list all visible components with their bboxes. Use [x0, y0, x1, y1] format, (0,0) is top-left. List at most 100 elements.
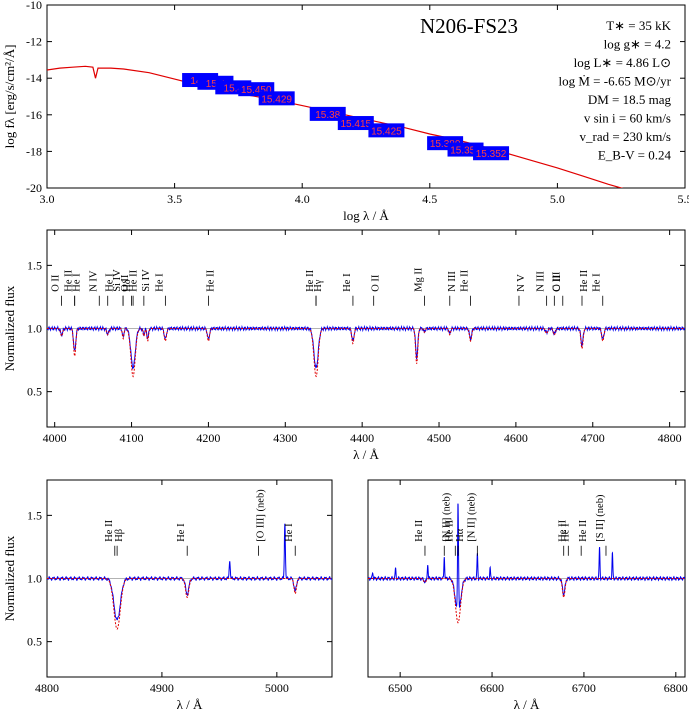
- parameter-line: T∗ = 35 kK: [606, 18, 671, 33]
- observed-spectrum: [368, 503, 685, 608]
- line-id-label: O II: [552, 274, 563, 292]
- y-axis-label: log fλ [erg/s/cm²/Å]: [2, 45, 17, 149]
- line-id-label: He II: [579, 269, 590, 291]
- photometry-label: 15.352: [450, 146, 481, 157]
- line-id-label: He I: [592, 273, 603, 292]
- line-id-label: He II: [305, 269, 316, 291]
- x-tick-label: 4.5: [422, 192, 437, 206]
- line-id-label: Mg II: [413, 267, 424, 292]
- model-spectrum: [368, 578, 685, 624]
- x-tick-label: 4300: [273, 431, 297, 445]
- x-tick-label: 4100: [120, 431, 144, 445]
- line-id-label: Hδ: [122, 279, 133, 292]
- x-tick-label: 5000: [265, 681, 289, 695]
- photometry-label: 15.415: [340, 119, 371, 130]
- x-tick-label: 6700: [572, 681, 596, 695]
- x-tick-label: 6600: [480, 681, 504, 695]
- x-tick-label: 4700: [581, 431, 605, 445]
- x-tick-label: 4200: [196, 431, 220, 445]
- y-tick-label: 1.5: [27, 258, 42, 272]
- line-id-label: [N II] (neb): [466, 492, 477, 541]
- line-id-label: He I: [105, 273, 116, 292]
- y-axis-label: Normalized flux: [2, 535, 17, 621]
- line-id-label: O II: [371, 274, 382, 292]
- line-id-label: He II: [444, 519, 455, 541]
- line-id-label: He I: [284, 523, 295, 542]
- parameter-line: v sin i = 60 km/s: [584, 111, 671, 126]
- line-id-label: [S II] (neb): [595, 494, 606, 542]
- x-tick-label: 6800: [664, 681, 688, 695]
- line-id-label: He I: [342, 273, 353, 292]
- line-id-label: N IV: [88, 270, 99, 292]
- line-id-label: Si IV: [141, 269, 152, 292]
- y-tick-label: -20: [26, 181, 42, 195]
- photometry-box: [309, 106, 346, 121]
- line-id-label: He II: [578, 519, 589, 541]
- line-id-label: He I: [561, 523, 572, 542]
- x-axis-label: λ / Å: [514, 697, 540, 712]
- y-tick-label: -10: [26, 0, 42, 12]
- line-id-label: N III: [536, 271, 547, 292]
- photometry-label: 15.450: [241, 85, 272, 96]
- photometry-label: 15.429: [261, 94, 292, 105]
- plot-frame: [46, 4, 686, 189]
- x-tick-label: 4900: [150, 681, 174, 695]
- line-id-label: He I: [72, 273, 83, 292]
- parameter-line: log g∗ = 4.2: [604, 37, 671, 52]
- model-spectrum: [47, 328, 685, 378]
- line-id-label: Si IV: [112, 269, 123, 292]
- x-tick-label: 4400: [350, 431, 374, 445]
- photometry-box: [337, 116, 374, 131]
- line-id-label: He II: [414, 519, 425, 541]
- line-id-label: He I: [176, 523, 187, 542]
- y-tick-label: -12: [26, 35, 42, 49]
- x-tick-label: 4.0: [295, 192, 310, 206]
- y-tick-label: -16: [26, 108, 42, 122]
- line-id-label: He II: [460, 269, 471, 291]
- photometry-box: [368, 123, 405, 138]
- line-id-label: N V: [516, 274, 527, 292]
- sed-panel: 3.0 3.5 4.0 4.5 5.0 5.5 -20 -18 -16 -14 -12 -10 log …: [2, 0, 689, 223]
- x-tick-label: 5.5: [678, 192, 689, 206]
- model-spectrum: [47, 578, 332, 630]
- x-axis-label: λ / Å: [177, 697, 203, 712]
- parameter-line: log L∗ = 4.86 L⊙: [574, 55, 671, 70]
- line-id-label: Hα: [455, 528, 466, 542]
- line-id-label: N III: [447, 271, 458, 292]
- photometry-label: 15.352: [476, 149, 507, 160]
- photometry-label: 15.425: [371, 126, 402, 137]
- x-tick-label: 4000: [43, 431, 67, 445]
- line-id-label: [O III] (neb): [255, 489, 266, 542]
- line-id-label: He II: [557, 519, 568, 541]
- line-id-label: C III: [551, 271, 562, 292]
- x-tick-label: 6500: [388, 681, 412, 695]
- blue-spectrum-panel: 4000 4100 4200 4300 4400 4500 4600 4700 4800 0.5 1…: [2, 229, 686, 462]
- x-tick-label: 3.0: [40, 192, 55, 206]
- line-id-label: [N II] (neb): [441, 492, 452, 541]
- x-tick-label: 4600: [504, 431, 528, 445]
- y-tick-label: 0.5: [27, 635, 42, 649]
- y-axis-label: Normalized flux: [2, 285, 17, 371]
- line-id-label: He II: [205, 269, 216, 291]
- photometry-label: 15.38: [315, 110, 340, 121]
- x-tick-label: 4500: [427, 431, 451, 445]
- x-axis-label: log λ / Å: [343, 208, 389, 223]
- photometry-box: [473, 146, 510, 161]
- line-id-label: He I: [154, 273, 165, 292]
- parameter-line: log Ṁ = -6.65 M⊙/yr: [559, 74, 672, 89]
- parameter-line: E_B-V = 0.24: [598, 148, 672, 163]
- x-tick-label: 3.5: [167, 192, 182, 206]
- y-tick-label: -14: [26, 71, 42, 85]
- stellar-parameters: T∗ = 35 kK log g∗ = 4.2 log L∗ = 4.86 L⊙ lo…: [559, 18, 672, 163]
- y-tick-label: 0.5: [27, 385, 42, 399]
- line-id-label: O II: [51, 274, 62, 292]
- line-id-label: Hγ: [313, 279, 324, 292]
- y-tick-label: 1.0: [27, 322, 42, 336]
- photometry-box: [258, 91, 295, 106]
- y-tick-label: 1.0: [27, 572, 42, 586]
- parameter-line: v_rad = 230 km/s: [580, 129, 671, 144]
- line-id-label: He II: [129, 269, 140, 291]
- x-tick-label: 5.0: [550, 192, 565, 206]
